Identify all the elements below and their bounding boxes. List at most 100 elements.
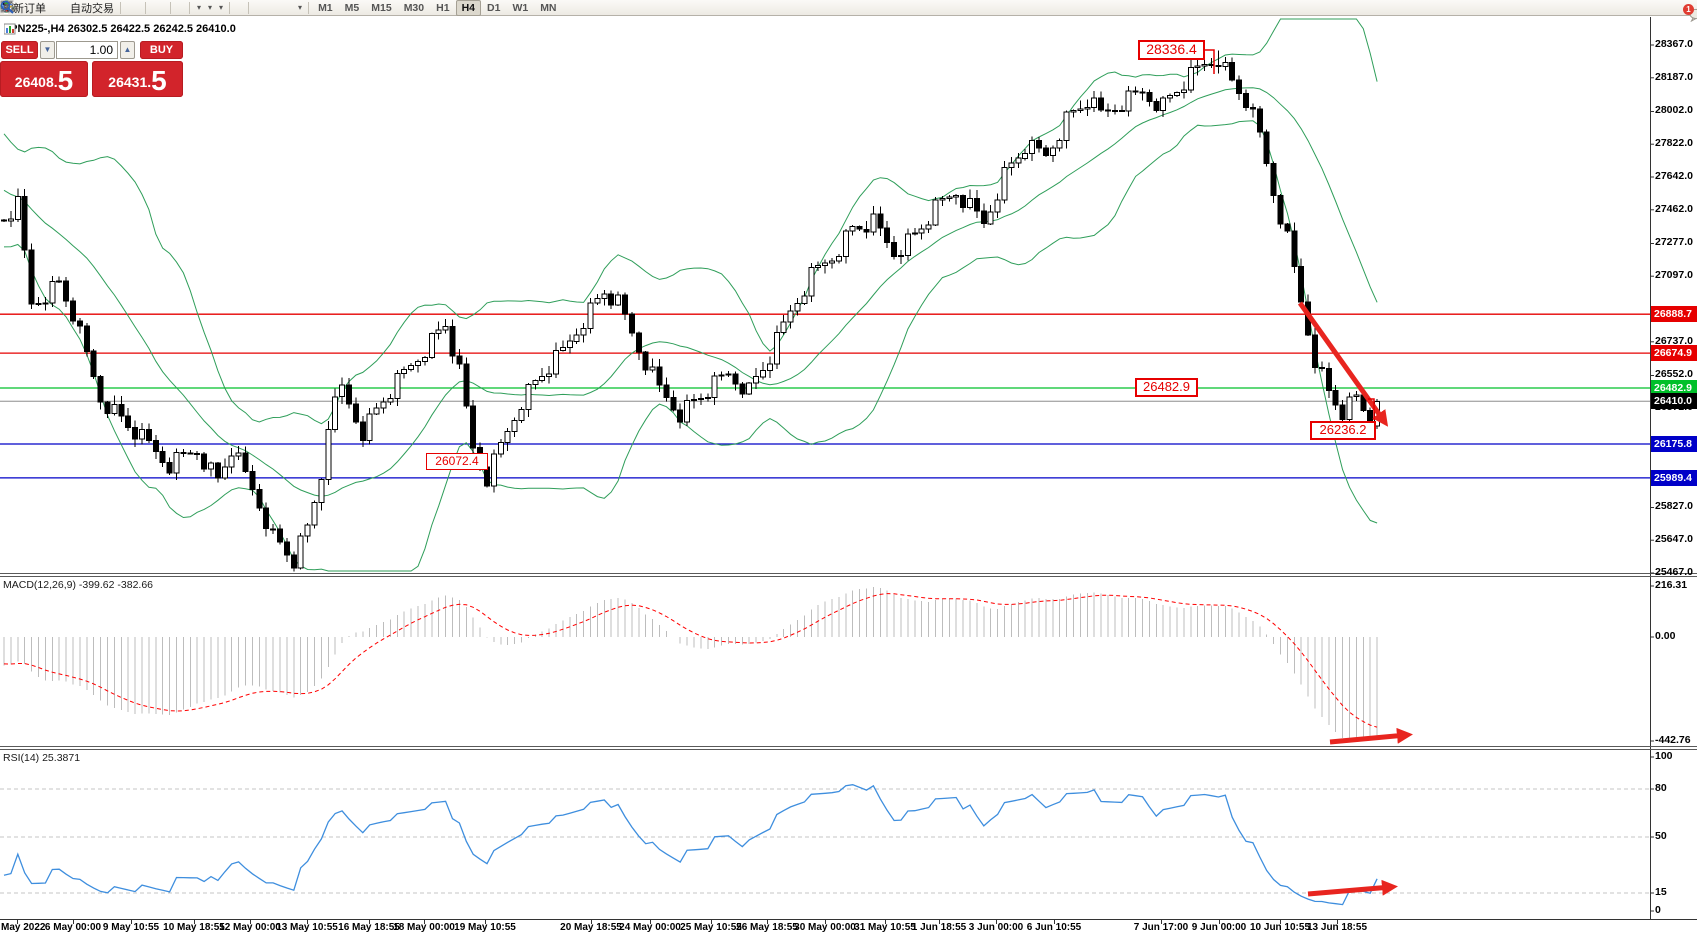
price-axis-label: 27462.0 [1655, 203, 1693, 215]
price-annotation[interactable]: 26072.4 [426, 453, 488, 470]
sell-button[interactable]: SELL [1, 41, 38, 59]
annotation-connector [1368, 398, 1375, 420]
price-axis-label: 26737.0 [1655, 335, 1693, 347]
time-axis-label: 9 Jun 00:00 [1191, 922, 1247, 933]
templates-caret: ▾ [219, 3, 224, 12]
price-axis-label: 28187.0 [1655, 71, 1693, 83]
svg-text:A: A [2, 0, 10, 13]
price-line-label: 26175.8 [1651, 436, 1697, 452]
time-axis-label: 26 May 18:55 [736, 922, 798, 933]
time-axis-label: 12 May 00:00 [219, 922, 281, 933]
timeframe-m5[interactable]: M5 [344, 1, 360, 14]
sell-price-button[interactable]: 26408. 5 [0, 61, 88, 97]
search-icon [0, 0, 14, 14]
time-axis-label: 19 May 10:55 [454, 922, 516, 933]
time-axis-label: 1 Jun 18:55 [911, 922, 967, 933]
rsi-header: RSI(14) 25.3871 [3, 752, 81, 764]
time-axis-label: May 2022 [1, 922, 46, 933]
price-annotation[interactable]: 28336.4 [1138, 40, 1205, 60]
sell-price-main: 26408 [14, 74, 54, 90]
time-axis-label: 18 May 00:00 [393, 922, 455, 933]
price-axis-label: 27097.0 [1655, 269, 1693, 281]
svg-text:T: T [4, 3, 10, 14]
timeframe-w1[interactable]: W1 [512, 1, 529, 14]
macd-axis-label: 0.00 [1655, 630, 1676, 642]
price-line-label: 26674.9 [1651, 345, 1697, 361]
rsi-axis-label: 100 [1655, 750, 1673, 762]
candlesticks [1, 50, 1381, 572]
auto-trading-label: 自动交易 [70, 2, 114, 15]
volume-decrease-button[interactable]: ▼ [40, 41, 55, 59]
buy-price-big-digit: 5 [151, 65, 167, 96]
price-axis-label: 25467.0 [1655, 566, 1693, 578]
timeframe-m30[interactable]: M30 [403, 1, 425, 14]
rsi-axis-label: 50 [1655, 830, 1667, 842]
new-order-label: 新订单 [13, 2, 46, 15]
timeframe-m1[interactable]: M1 [318, 1, 333, 14]
macd-axis-label: -442.76 [1655, 734, 1691, 746]
periods-caret: ▾ [208, 3, 213, 12]
buy-price-main: 26431 [108, 74, 148, 90]
annotation-connector [1205, 49, 1215, 74]
price-axis-label: 27277.0 [1655, 236, 1693, 248]
macd-axis-label: 216.31 [1655, 579, 1688, 591]
time-axis-label: 24 May 00:00 [619, 922, 681, 933]
buy-button[interactable]: BUY [140, 41, 183, 59]
arrows-tool-caret: ▾ [298, 3, 303, 12]
volume-input[interactable] [56, 41, 118, 59]
timeframe-mn[interactable]: MN [540, 1, 557, 14]
chart-window-icon [4, 23, 16, 35]
time-axis-label: 30 May 00:00 [794, 922, 856, 933]
price-line-label: 26482.9 [1651, 380, 1697, 396]
price-axis-label: 25647.0 [1655, 533, 1693, 545]
price-line-label: 26888.7 [1651, 306, 1697, 322]
timeframe-h1[interactable]: H1 [436, 1, 450, 14]
timeframe-h4[interactable]: H4 [455, 0, 481, 16]
main-toolbar: 新订单 自动交易 ▾ ▾ ▾ E F A T ▾ [0, 0, 1697, 22]
time-axis-label: 20 May 18:55 [560, 922, 622, 933]
time-axis-label: 16 May 18:55 [338, 922, 400, 933]
macd-signal-line [3, 593, 1378, 728]
bollinger-bands [3, 18, 1378, 572]
text-icon: A [2, 0, 10, 13]
macd-histogram [3, 587, 1378, 739]
price-annotation[interactable]: 26236.2 [1310, 421, 1376, 440]
time-axis-label: 6 May 00:00 [44, 922, 102, 933]
time-axis-label: 10 Jun 10:55 [1249, 922, 1311, 933]
text-tool[interactable]: A [2, 0, 288, 15]
time-axis-label: 3 Jun 00:00 [968, 922, 1024, 933]
macd-header: MACD(12,26,9) -399.62 -382.66 [3, 579, 153, 591]
trend-arrow[interactable] [1307, 879, 1398, 897]
price-axis-label: 26552.0 [1655, 368, 1693, 380]
trend-arrow[interactable] [1329, 727, 1413, 745]
price-line-label: 25989.4 [1651, 470, 1697, 486]
time-axis-label: 31 May 10:55 [854, 922, 916, 933]
timeframe-d1[interactable]: D1 [487, 1, 501, 14]
time-axis-label: 13 May 10:55 [276, 922, 338, 933]
time-axis-label: 6 Jun 10:55 [1026, 922, 1082, 933]
time-axis-label: 25 May 10:55 [680, 922, 742, 933]
chart-title: JPN225-,H4 26302.5 26422.5 26242.5 26410… [4, 23, 236, 35]
chart-title-text: JPN225-,H4 26302.5 26422.5 26242.5 26410… [4, 23, 236, 35]
trend-arrow[interactable] [1297, 301, 1389, 427]
time-axis-label: 13 Jun 18:55 [1306, 922, 1368, 933]
time-axis-label: 10 May 18:55 [163, 922, 225, 933]
volume-increase-button[interactable]: ▲ [120, 41, 135, 59]
price-axis-label: 25827.0 [1655, 500, 1693, 512]
rsi-line [3, 784, 1378, 906]
time-axis-label: 7 Jun 17:00 [1133, 922, 1189, 933]
current-price-label: 26410.0 [1651, 393, 1697, 409]
price-axis-label: 28367.0 [1655, 38, 1693, 50]
sell-price-big-digit: 5 [57, 65, 74, 96]
rsi-axis-label: 15 [1655, 886, 1667, 898]
price-axis-label: 28002.0 [1655, 104, 1693, 116]
indicators-caret: ▾ [197, 3, 202, 12]
price-axis-label: 27642.0 [1655, 170, 1693, 182]
buy-price-button[interactable]: 26431. 5 [92, 61, 183, 97]
rsi-axis-label: 80 [1655, 782, 1667, 794]
timeframe-m15[interactable]: M15 [371, 1, 392, 14]
chat-badge: 1 [1683, 3, 1694, 15]
price-annotation[interactable]: 26482.9 [1135, 378, 1198, 397]
